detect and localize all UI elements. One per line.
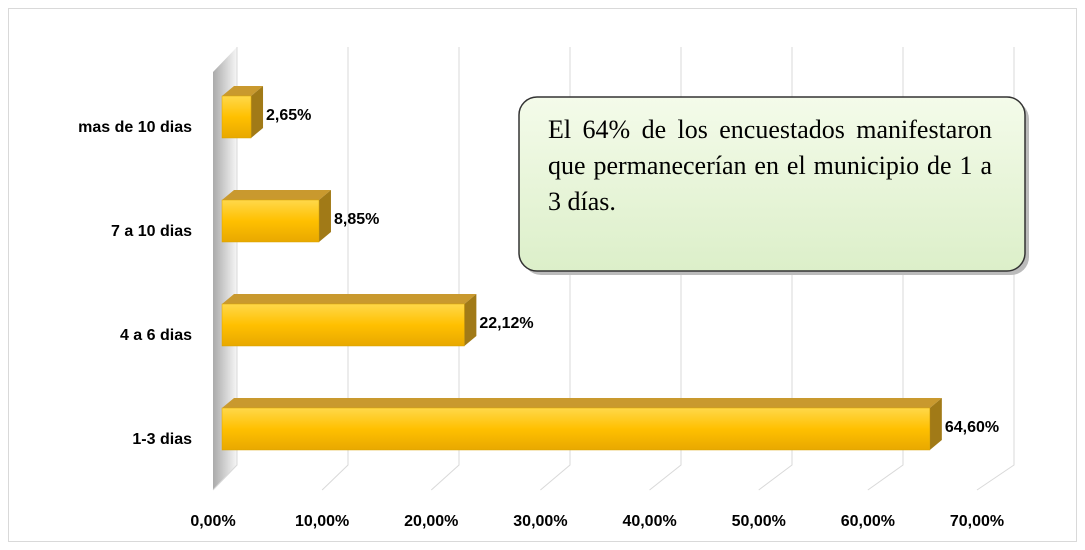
y-tick-label: 4 a 6 dias — [120, 327, 192, 344]
bar-front — [221, 407, 931, 451]
value-label: 22,12% — [479, 315, 533, 332]
y-tick-label: 7 a 10 dias — [111, 223, 192, 240]
value-label: 8,85% — [334, 211, 379, 228]
bar-top — [222, 398, 942, 408]
y-tick-label: mas de 10 dias — [78, 119, 192, 136]
grid-line — [321, 47, 349, 491]
x-tick-label: 20,00% — [404, 513, 458, 530]
bar — [221, 398, 942, 451]
bar-end — [464, 294, 477, 346]
bar-top — [222, 86, 264, 96]
bar-end — [251, 86, 264, 138]
annotation: El 64% de los encuestados manifestaron q… — [548, 115, 992, 216]
bar-end — [318, 190, 331, 242]
value-label: 2,65% — [266, 107, 311, 124]
x-tick-label: 60,00% — [841, 513, 895, 530]
bar-top — [222, 190, 331, 200]
x-tick-label: 0,00% — [190, 513, 235, 530]
bar — [221, 190, 331, 243]
grid-line — [430, 47, 460, 491]
value-label: 64,60% — [945, 419, 999, 436]
bar — [221, 294, 477, 347]
chart-border — [8, 8, 1077, 542]
bar-top — [222, 294, 477, 304]
x-tick-label: 10,00% — [295, 513, 349, 530]
bar-front — [221, 199, 320, 243]
bar-front — [221, 303, 465, 347]
side-wall — [213, 47, 237, 490]
bar-end — [929, 398, 942, 450]
grid-line — [212, 47, 238, 491]
x-tick-label: 70,00% — [950, 513, 1004, 530]
x-tick-label: 40,00% — [622, 513, 676, 530]
y-tick-label: 1-3 dias — [132, 431, 192, 448]
note-box — [518, 96, 1026, 272]
bar-front — [221, 95, 252, 139]
bar — [221, 86, 264, 139]
x-tick-label: 50,00% — [732, 513, 786, 530]
x-tick-label: 30,00% — [513, 513, 567, 530]
